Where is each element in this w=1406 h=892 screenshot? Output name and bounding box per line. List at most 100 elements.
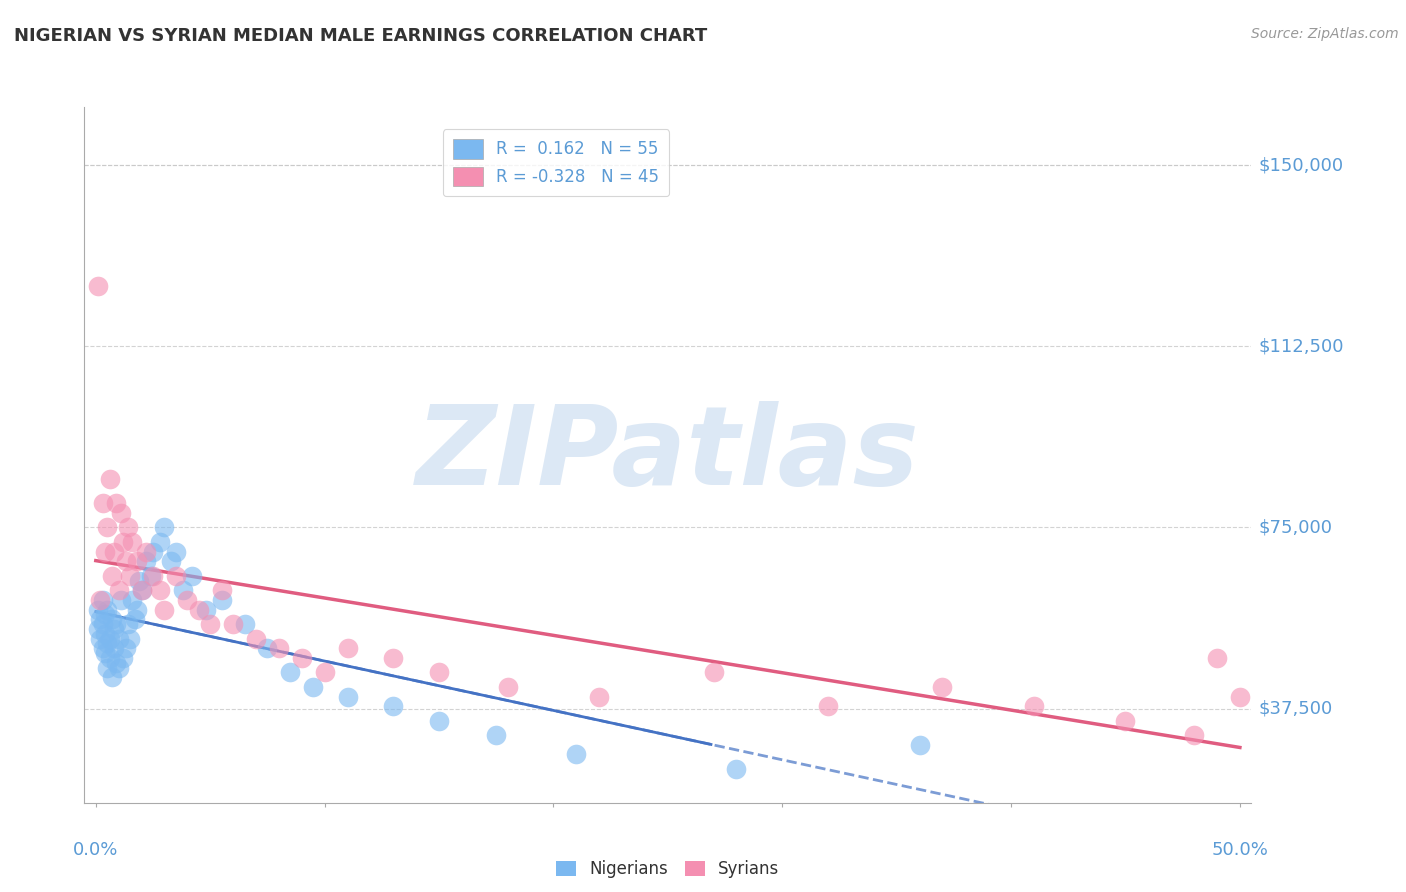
Point (120, 632, 142, 646)
Point (142, 544, 165, 558)
Point (112, 651, 135, 665)
Point (153, 602, 176, 616)
Point (180, 568, 202, 582)
Point (98, 632, 121, 646)
Point (382, 651, 405, 665)
Point (908, 738, 931, 752)
Point (105, 617, 128, 632)
Point (142, 568, 165, 582)
Point (110, 506, 132, 520)
Text: $150,000: $150,000 (1258, 156, 1344, 174)
Point (267, 641, 290, 656)
Point (128, 574, 150, 588)
Point (139, 568, 162, 582)
Text: 50.0%: 50.0% (1212, 841, 1268, 860)
Point (94, 544, 117, 558)
Point (124, 612, 146, 626)
Text: $37,500: $37,500 (1258, 699, 1333, 717)
Point (302, 680, 325, 694)
Point (105, 496, 128, 510)
Point (1229, 690, 1251, 704)
Point (703, 665, 725, 680)
Legend: Nigerians, Syrians: Nigerians, Syrians (550, 854, 786, 885)
Point (89, 612, 111, 626)
Point (153, 520, 176, 534)
Point (1206, 651, 1229, 665)
Text: $75,000: $75,000 (1258, 518, 1333, 536)
Point (496, 680, 519, 694)
Point (485, 728, 508, 742)
Point (1022, 699, 1045, 714)
Point (336, 690, 359, 704)
Point (1114, 714, 1136, 728)
Point (101, 670, 124, 684)
Point (117, 520, 139, 534)
Point (87, 602, 110, 616)
Point (103, 544, 125, 558)
Point (94, 626, 117, 640)
Point (149, 534, 172, 549)
Point (245, 632, 267, 646)
Point (96, 660, 118, 674)
Point (103, 641, 125, 656)
Point (149, 583, 172, 598)
Point (1182, 728, 1205, 742)
Point (89, 592, 111, 607)
Point (91, 641, 114, 656)
Point (336, 641, 359, 656)
Point (98, 651, 121, 665)
Point (160, 554, 183, 568)
Point (101, 568, 124, 582)
Point (314, 665, 336, 680)
Point (94, 607, 117, 622)
Point (114, 641, 136, 656)
Point (107, 632, 129, 646)
Point (222, 617, 245, 632)
Point (725, 762, 748, 776)
Point (817, 699, 839, 714)
Point (107, 660, 129, 674)
Point (125, 602, 148, 616)
Point (931, 680, 953, 694)
Point (117, 617, 139, 632)
Text: $112,500: $112,500 (1258, 337, 1344, 355)
Point (135, 544, 157, 558)
Point (89, 632, 111, 646)
Point (200, 617, 222, 632)
Point (291, 651, 314, 665)
Point (427, 665, 450, 680)
Point (131, 583, 153, 598)
Point (565, 747, 588, 762)
Point (114, 554, 136, 568)
Point (135, 554, 157, 568)
Point (110, 592, 132, 607)
Point (165, 544, 187, 558)
Point (172, 583, 194, 598)
Point (91, 496, 114, 510)
Point (278, 665, 301, 680)
Point (98, 472, 121, 486)
Point (187, 602, 209, 616)
Point (233, 617, 256, 632)
Text: NIGERIAN VS SYRIAN MEDIAN MALE EARNINGS CORRELATION CHART: NIGERIAN VS SYRIAN MEDIAN MALE EARNINGS … (14, 27, 707, 45)
Point (427, 714, 450, 728)
Text: 0.0%: 0.0% (73, 841, 118, 860)
Point (96, 520, 118, 534)
Text: ZIPatlas: ZIPatlas (416, 401, 920, 508)
Point (107, 583, 129, 598)
Point (125, 554, 148, 568)
Point (112, 534, 135, 549)
Point (87, 278, 110, 293)
Point (256, 641, 278, 656)
Point (105, 656, 128, 670)
Point (176, 592, 198, 607)
Text: Source: ZipAtlas.com: Source: ZipAtlas.com (1251, 27, 1399, 41)
Point (87, 622, 110, 636)
Point (194, 602, 217, 616)
Point (131, 583, 153, 598)
Point (91, 592, 114, 607)
Point (588, 690, 610, 704)
Point (91, 617, 114, 632)
Point (103, 622, 125, 636)
Point (165, 568, 187, 582)
